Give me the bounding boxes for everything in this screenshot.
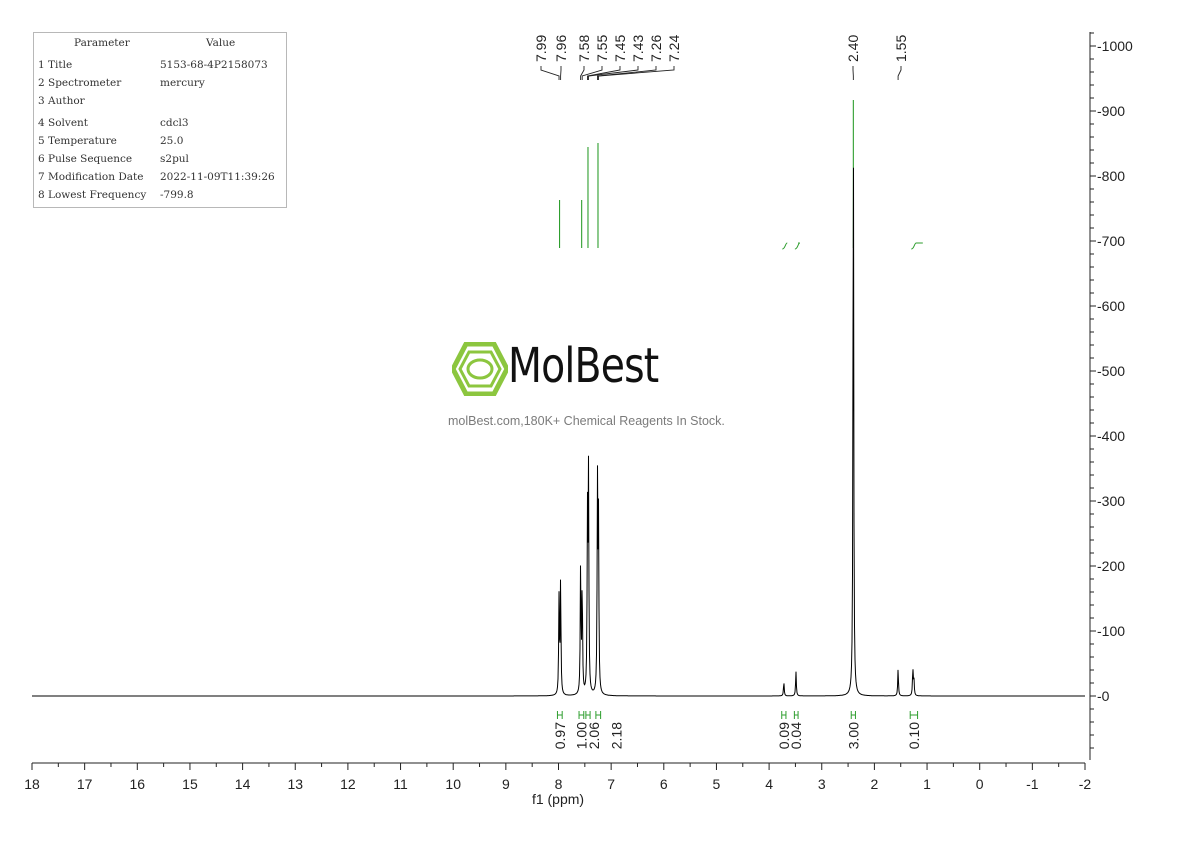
y-tick-label: -300	[1097, 493, 1125, 509]
peak-leader	[587, 66, 621, 80]
y-tick-label: -400	[1097, 428, 1125, 444]
peak-leader	[580, 66, 585, 80]
x-tick-label: 5	[713, 776, 721, 792]
y-tick-label: -700	[1097, 233, 1125, 249]
x-tick-label: 1	[923, 776, 931, 792]
x-tick-label: -2	[1079, 776, 1092, 792]
param-row: 2 Spectrometer mercury	[38, 77, 205, 89]
peak-leader	[581, 66, 603, 80]
x-tick-label: -1	[1026, 776, 1039, 792]
molbest-logo-icon	[450, 341, 510, 401]
x-tick-label: 18	[24, 776, 40, 792]
peak-label: 7.24	[666, 35, 682, 62]
brand-tagline: molBest.com,180K+ Chemical Reagents In S…	[448, 414, 725, 428]
peak-label: 7.45	[612, 35, 628, 62]
integral-curve	[782, 242, 788, 250]
peak-label: 7.58	[576, 35, 592, 62]
y-tick-label: -800	[1097, 168, 1125, 184]
param-row: 5 Temperature 25.0	[38, 135, 184, 147]
peak-leader	[897, 66, 902, 80]
peak-label: 7.26	[648, 35, 664, 62]
y-tick-label: -1000	[1097, 38, 1133, 54]
y-tick-label: -200	[1097, 558, 1125, 574]
x-tick-label: 15	[182, 776, 198, 792]
integral-curve	[794, 242, 801, 250]
peak-leader	[540, 66, 560, 80]
integral-label: 0.97	[552, 722, 568, 749]
y-tick-label: -100	[1097, 623, 1125, 639]
peak-label: 7.99	[533, 35, 549, 62]
y-tick-label: -500	[1097, 363, 1125, 379]
x-tick-label: 14	[235, 776, 251, 792]
x-tick-label: 2	[871, 776, 879, 792]
peak-leader	[588, 66, 639, 80]
peak-leader	[597, 66, 657, 80]
integral-label: 0.04	[788, 722, 804, 749]
x-tick-label: 12	[340, 776, 356, 792]
x-tick-label: 8	[555, 776, 563, 792]
peak-label: 7.96	[553, 35, 569, 62]
x-tick-label: 16	[130, 776, 146, 792]
integral-curve	[911, 242, 923, 250]
integral-label: 3.00	[845, 722, 861, 749]
x-tick-label: 11	[393, 776, 408, 792]
x-tick-label: 7	[607, 776, 615, 792]
param-header: Parameter	[74, 37, 130, 49]
param-row: 6 Pulse Sequence s2pul	[38, 153, 189, 165]
y-tick-label: -900	[1097, 103, 1125, 119]
peak-leader	[598, 66, 675, 80]
x-tick-label: 13	[287, 776, 303, 792]
x-tick-label: 9	[502, 776, 510, 792]
x-tick-label: 0	[976, 776, 984, 792]
value-header: Value	[206, 37, 236, 49]
x-tick-label: 10	[445, 776, 461, 792]
x-tick-label: 4	[765, 776, 773, 792]
x-tick-label: 6	[660, 776, 668, 792]
peak-label: 7.43	[630, 35, 646, 62]
integral-label: 2.06	[586, 722, 602, 749]
peak-label: 2.40	[845, 35, 861, 62]
y-tick-label: -0	[1097, 688, 1110, 704]
param-row: 1 Title 5153-68-4P2158073	[38, 59, 268, 71]
brand-name: MolBest	[508, 338, 659, 394]
integral-label: 1.00	[573, 722, 589, 749]
integral-label: 0.09	[776, 722, 792, 749]
integral-label: 2.18	[608, 722, 624, 749]
param-row: 7 Modification Date 2022-11-09T11:39:26	[38, 171, 275, 183]
x-tick-label: 3	[818, 776, 826, 792]
integral-label: 0.10	[906, 722, 922, 749]
x-axis-label: f1 (ppm)	[532, 791, 584, 807]
y-tick-label: -600	[1097, 298, 1125, 314]
peak-label: 1.55	[893, 35, 909, 62]
peak-label: 7.55	[594, 35, 610, 62]
spectrum-line	[32, 167, 1085, 697]
parameter-table: Parameter Value 1 Title 5153-68-4P2158073…	[33, 32, 287, 208]
x-tick-label: 17	[77, 776, 93, 792]
param-row: 3 Author	[38, 95, 85, 107]
param-row: 8 Lowest Frequency -799.8	[38, 189, 194, 201]
param-row: 4 Solvent cdcl3	[38, 117, 189, 129]
